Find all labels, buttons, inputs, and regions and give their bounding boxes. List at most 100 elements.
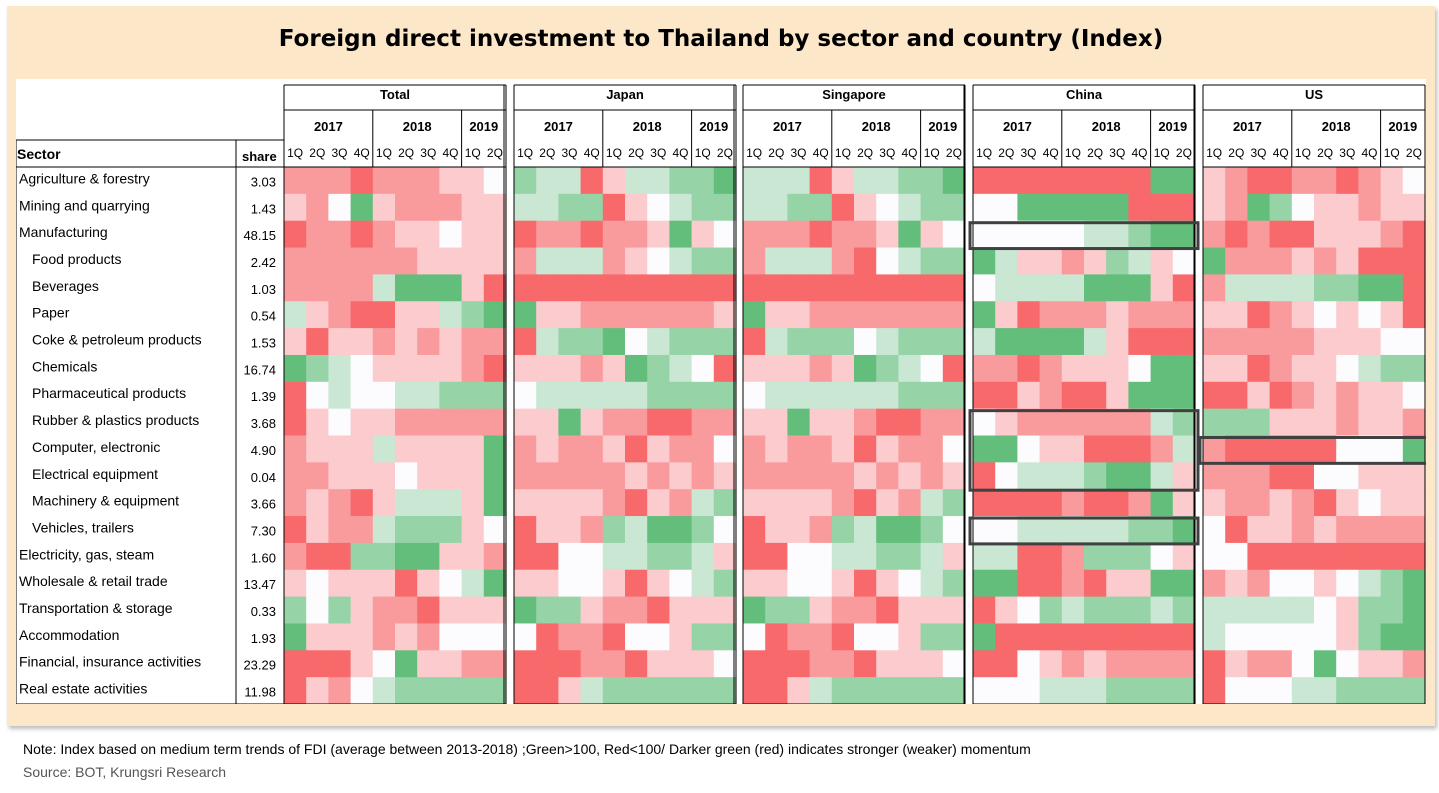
heat-cell — [1247, 354, 1271, 383]
heat-cell — [580, 677, 604, 704]
heat-cell — [1150, 569, 1174, 598]
quarter-label: 3Q — [561, 146, 577, 160]
heat-cell — [417, 596, 440, 625]
heat-cell — [743, 462, 766, 490]
heat-cell — [809, 328, 833, 356]
heat-cell — [995, 569, 1018, 598]
heat-cell — [439, 193, 463, 222]
chart-title: Foreign direct investment to Thailand by… — [278, 26, 1164, 52]
share-value: 7.30 — [251, 523, 276, 538]
heat-cell — [1336, 193, 1359, 222]
heat-cell — [558, 193, 582, 222]
heat-cell — [898, 167, 922, 195]
heat-cell — [417, 167, 440, 195]
heat-cell — [787, 408, 811, 437]
heat-cell — [306, 623, 329, 651]
heat-cell — [483, 542, 507, 571]
heat-cell — [1084, 247, 1107, 275]
heat-cell — [514, 381, 537, 410]
heat-cell — [973, 650, 996, 678]
heat-cell — [1358, 569, 1382, 598]
heat-cell — [898, 650, 922, 678]
year-label-2017: 2017 — [314, 119, 343, 134]
heat-cell — [831, 650, 855, 678]
heat-cell — [1203, 650, 1226, 678]
heat-cell — [1247, 328, 1271, 356]
heat-cell — [1269, 381, 1293, 410]
heat-cell — [558, 328, 582, 356]
heat-cell — [1247, 220, 1271, 249]
quarter-label: 3Q — [420, 146, 436, 160]
heat-cell — [743, 408, 766, 437]
heat-cell — [1247, 274, 1271, 302]
heat-cell — [350, 489, 374, 517]
heat-cell — [669, 220, 693, 249]
heat-cell — [743, 167, 766, 195]
heat-cell — [439, 542, 463, 571]
heat-cell — [1128, 677, 1152, 704]
heat-cell — [602, 650, 626, 678]
heat-cell — [483, 220, 507, 249]
heat-cell — [558, 167, 582, 195]
heat-cell — [483, 328, 507, 356]
heat-cell — [580, 596, 604, 625]
quarter-label: 2Q — [309, 146, 325, 160]
heat-cell — [602, 489, 626, 517]
heat-cell — [1017, 408, 1041, 437]
heat-cell — [920, 408, 944, 437]
heat-cell — [1358, 623, 1382, 651]
heat-cell — [647, 677, 670, 704]
heat-cell — [536, 542, 559, 571]
heat-cell — [831, 542, 855, 571]
quarter-label: 2Q — [1176, 146, 1192, 160]
heat-cell — [536, 301, 559, 329]
heat-cell — [439, 167, 463, 195]
heat-cell — [395, 328, 418, 356]
year-label-2019: 2019 — [928, 119, 957, 134]
heat-cell — [1402, 408, 1426, 437]
heat-cell — [558, 354, 582, 383]
heat-cell — [995, 301, 1018, 329]
heat-cell — [942, 596, 966, 625]
heat-cell — [713, 462, 737, 490]
share-value: 48.15 — [243, 228, 276, 243]
heat-cell — [1291, 381, 1315, 410]
heat-cell — [1314, 542, 1337, 571]
heat-cell — [1106, 596, 1129, 625]
share-value: 0.54 — [251, 309, 276, 324]
heat-cell — [898, 462, 922, 490]
heat-cell — [328, 381, 352, 410]
heat-cell — [1336, 301, 1359, 329]
heat-cell — [417, 650, 440, 678]
heat-cell — [558, 381, 582, 410]
heat-cell — [973, 247, 996, 275]
heat-cell — [536, 193, 559, 222]
heat-cell — [306, 220, 329, 249]
heat-cell — [1291, 435, 1315, 463]
heat-cell — [787, 220, 811, 249]
heat-cell — [920, 542, 944, 571]
heat-cell — [1017, 220, 1041, 249]
heat-cell — [765, 274, 788, 302]
heat-cell — [942, 301, 966, 329]
heat-cell — [973, 301, 996, 329]
heat-cell — [350, 435, 374, 463]
heat-cell — [602, 569, 626, 598]
heat-cell — [461, 301, 485, 329]
heat-cell — [1314, 435, 1337, 463]
heat-cell — [876, 489, 899, 517]
heat-cell — [1291, 516, 1315, 544]
heat-cell — [691, 408, 715, 437]
quarter-label: 3Q — [1020, 146, 1036, 160]
heat-cell — [995, 193, 1018, 222]
heat-cell — [395, 167, 418, 195]
heat-cell — [602, 328, 626, 356]
heat-cell — [1017, 381, 1041, 410]
heat-cell — [580, 489, 604, 517]
heat-cell — [713, 328, 737, 356]
heat-cell — [973, 274, 996, 302]
heat-cell — [1314, 381, 1337, 410]
heat-cell — [1150, 596, 1174, 625]
heat-cell — [669, 435, 693, 463]
heat-cell — [1291, 220, 1315, 249]
